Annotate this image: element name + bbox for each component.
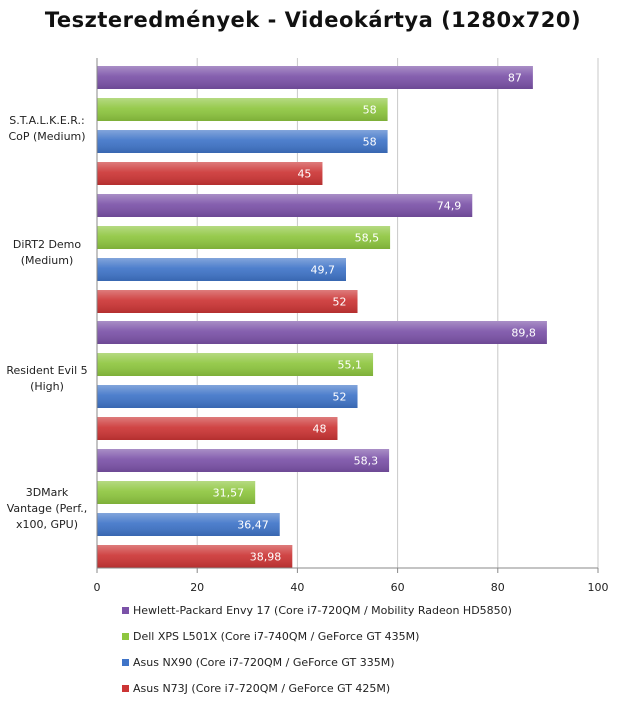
bar-shine: [97, 449, 390, 472]
bar-shine: [97, 385, 358, 408]
chart-title: Teszteredmények - Videokártya (1280x720): [44, 8, 582, 32]
bar-shine: [97, 513, 280, 536]
bar-value-label: 52: [333, 391, 347, 404]
bar-shine: [97, 162, 323, 185]
x-tick-label: 40: [290, 581, 304, 594]
bar-value-label: 49,7: [310, 264, 335, 277]
bar-shine: [97, 321, 547, 344]
bar-value-label: 58,5: [355, 232, 380, 245]
x-tick-label: 0: [94, 581, 101, 594]
category-label: x100, GPU): [16, 518, 78, 531]
bar-shine: [97, 290, 358, 313]
legend-item: Hewlett-Packard Envy 17 (Core i7-720QM /…: [122, 597, 512, 623]
bar-shine: [97, 98, 388, 121]
legend-swatch: [122, 684, 129, 692]
bar-value-label: 36,47: [237, 519, 269, 532]
legend-label: Dell XPS L501X (Core i7-740QM / GeForce …: [133, 629, 420, 643]
bar-shine: [97, 545, 293, 568]
bar-value-label: 58,3: [354, 455, 379, 468]
bar-value-label: 87: [508, 72, 522, 85]
bar-value-label: 58: [363, 136, 377, 149]
category-label: CoP (Medium): [8, 130, 85, 143]
legend-label: Asus NX90 (Core i7-720QM / GeForce GT 33…: [133, 655, 395, 669]
bar-value-label: 45: [297, 168, 311, 181]
category-label: (Medium): [21, 254, 74, 267]
legend-item: Dell XPS L501X (Core i7-740QM / GeForce …: [122, 623, 512, 649]
category-label: DiRT2 Demo: [13, 238, 82, 251]
legend-swatch: [122, 606, 129, 614]
bar-shine: [97, 417, 338, 440]
bar-value-label: 89,8: [511, 327, 536, 340]
category-label: (High): [30, 380, 64, 393]
category-label: Vantage (Perf.,: [7, 502, 88, 515]
legend-swatch: [122, 632, 129, 640]
legend-label: Asus N73J (Core i7-720QM / GeForce GT 42…: [133, 681, 391, 695]
bar-shine: [97, 66, 533, 89]
bar-shine: [97, 194, 473, 217]
bar-value-label: 55,1: [338, 359, 363, 372]
x-tick-label: 80: [491, 581, 505, 594]
category-label: 3DMark: [26, 486, 69, 499]
legend-swatch: [122, 658, 129, 666]
bar-shine: [97, 481, 256, 504]
legend-item: Asus NX90 (Core i7-720QM / GeForce GT 33…: [122, 649, 512, 675]
bar-value-label: 52: [333, 296, 347, 309]
x-tick-label: 100: [588, 581, 609, 594]
bar-shine: [97, 226, 391, 249]
legend-label: Hewlett-Packard Envy 17 (Core i7-720QM /…: [133, 603, 512, 617]
x-tick-label: 60: [391, 581, 405, 594]
chart-legend: Hewlett-Packard Envy 17 (Core i7-720QM /…: [122, 597, 512, 701]
bar-value-label: 31,57: [213, 487, 245, 500]
category-label: S.T.A.L.K.E.R.:: [9, 114, 84, 127]
bar-shine: [97, 353, 374, 376]
bar-shine: [97, 130, 388, 153]
bar-value-label: 58: [363, 104, 377, 117]
legend-item: Asus N73J (Core i7-720QM / GeForce GT 42…: [122, 675, 512, 701]
category-label: Resident Evil 5: [6, 364, 87, 377]
bar-value-label: 38,98: [250, 551, 282, 564]
bar-value-label: 48: [312, 423, 326, 436]
bar-shine: [97, 258, 346, 281]
bar-value-label: 74,9: [437, 200, 462, 213]
x-tick-label: 20: [190, 581, 204, 594]
